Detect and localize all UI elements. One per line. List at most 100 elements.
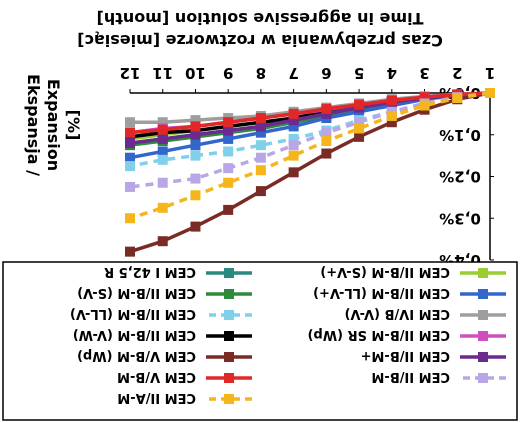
data-point [190,121,201,132]
legend-entry-label: CEM II/B-M (S-V) [77,285,196,300]
series-line [129,91,491,135]
legend-swatch-marker [224,331,234,341]
data-point [255,152,266,163]
series-line [129,91,491,254]
data-point [386,117,397,128]
x-tick-label: 10 [185,64,206,82]
y-tick-label: 0,1% [439,126,481,144]
legend-frame [2,261,518,421]
y-tick-label: 0,2% [439,168,481,186]
data-point [190,173,201,184]
legend-swatch-marker [224,373,234,383]
x-tick-label: 3 [419,64,429,82]
y-tick-label: 0,3% [439,209,481,227]
legend-swatch-marker [478,373,488,383]
axis-titles: Time in aggressive solution [month] Czas… [77,9,443,50]
legend-entry-label: CEM V/B-M [117,369,196,384]
legend-entry-label: CEM II/B-M SR (Wp) [308,327,451,342]
data-point [190,140,201,151]
x-tick-label: 11 [152,64,173,82]
y-axis-title-line-3: [%] [64,110,83,141]
data-point [157,133,168,144]
data-point [223,133,234,144]
data-point [288,150,299,161]
series-line [129,91,491,189]
data-point [223,117,234,128]
legend-entry-label: CEM II/B-M (V-W) [73,327,196,342]
data-point [255,140,266,151]
data-point [125,161,135,172]
data-point [125,213,135,224]
legend-entry-label: CEM I 42,5 R [104,264,196,279]
data-point [157,202,168,213]
data-point [223,125,234,136]
data-point [125,152,135,163]
data-point [321,103,332,114]
data-point [190,221,201,232]
data-point [223,146,234,157]
data-point [354,123,365,134]
data-point [223,204,234,215]
legend: CEM I 42,5 R CEM II/B-M (S-V+) CEM II/B-M … [2,261,518,421]
data-point [386,110,397,121]
data-point [125,117,135,128]
legend-entry-label: CEM II/A-M [117,390,196,405]
legend-swatch-marker [478,289,488,299]
x-tick-label: 5 [354,64,364,82]
x-tick-label: 1 [485,64,495,82]
x-tick-label: 6 [321,64,331,82]
data-point [223,177,234,188]
data-point [190,115,201,126]
legend-swatch-marker [224,394,234,404]
data-point [157,117,168,128]
data-point [255,113,266,124]
data-point [125,246,135,257]
data-point [386,95,397,106]
legend-swatch-marker [478,268,488,278]
legend-swatch-marker [224,268,234,278]
y-axis-title: Ekspansja / Expansion [%] [24,74,83,176]
legend-swatch-marker [478,352,488,362]
data-point [452,93,463,104]
x-tick-label: 2 [452,64,462,82]
legend-entry-label: CEM IV/B (V-V) [345,306,450,321]
x-tick-label: 12 [120,64,141,82]
data-point [288,140,299,151]
data-point [223,163,234,174]
data-point [288,167,299,178]
data-point [190,129,201,140]
data-point [321,108,332,119]
data-point [255,186,266,197]
data-point [354,131,365,142]
data-point [190,150,201,161]
data-point [354,117,365,128]
legend-entry-label: CEM II/B-M (LL-V) [70,306,196,321]
data-point [419,100,430,111]
data-point [255,165,266,176]
data-point [321,148,332,159]
legend-swatch-marker [478,331,488,341]
x-axis-title-line-2: Czas przebywania w roztworze [miesiąc] [77,31,443,50]
data-point [485,88,495,98]
legend-swatch-marker [224,289,234,299]
data-point [157,236,168,247]
data-point [157,177,168,188]
data-point [190,190,201,201]
legend-entry-label: CEM II/B-M [371,369,450,384]
data-point [157,124,168,135]
data-point [255,121,266,132]
data-point [255,127,266,138]
legend-entry-label: CEM II/B-M+ [361,348,450,363]
series-lines [125,88,495,257]
legend-swatch-marker [478,310,488,320]
legend-entry-label: CEM II/B-M (S-V+) [320,264,450,279]
data-point [321,127,332,138]
data-point [321,136,332,147]
legend-swatch-marker [224,310,234,320]
data-point [125,181,135,192]
x-tick-label: 4 [387,64,397,82]
data-point [288,115,299,126]
legend-swatch-marker [224,352,234,362]
